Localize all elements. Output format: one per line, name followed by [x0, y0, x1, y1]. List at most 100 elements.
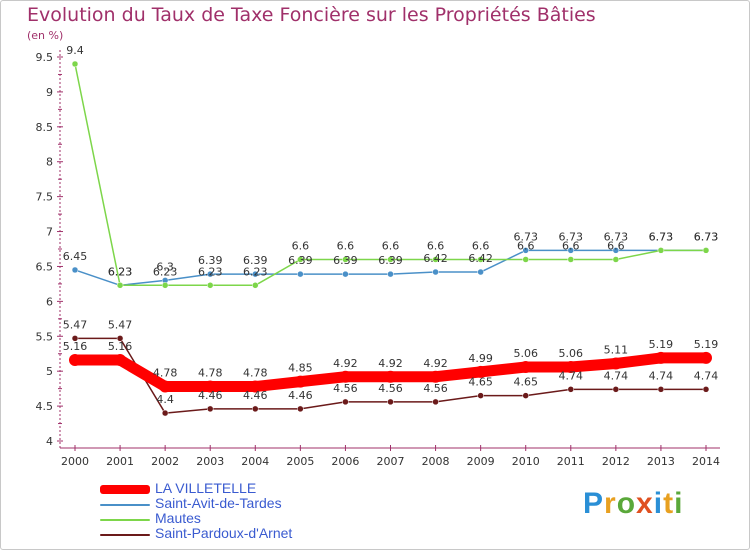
data-point-saint-avit-de-tardes [71, 266, 79, 274]
data-label-la-villetelle: 4.92 [378, 357, 403, 370]
legend-label: LA VILLETELLE [155, 480, 257, 496]
logo-letter: x [636, 487, 654, 520]
data-label-saint-avit-de-tardes: 6.39 [198, 254, 223, 267]
data-label-saint-pardoux-d-arnet: 4.74 [559, 369, 584, 382]
data-point-saint-pardoux-d-arnet [657, 386, 665, 393]
legend-label: Saint-Avit-de-Tardes [155, 495, 282, 511]
data-point-saint-pardoux-d-arnet [387, 398, 394, 406]
data-label-mautes: 9.4 [66, 44, 84, 57]
data-point-mautes [612, 256, 620, 263]
data-label-saint-avit-de-tardes: 6.73 [513, 230, 538, 243]
data-label-mautes: 6.23 [198, 265, 223, 278]
data-label-la-villetelle: 5.19 [649, 338, 674, 351]
data-point-saint-avit-de-tardes [567, 247, 575, 254]
data-point-mautes [252, 282, 259, 289]
data-label-la-villetelle: 5.16 [108, 340, 133, 353]
data-label-mautes: 6.6 [292, 239, 310, 252]
data-point-saint-avit-de-tardes [612, 247, 620, 254]
data-label-mautes: 6.6 [562, 239, 580, 252]
data-point-la-villetelle [204, 380, 217, 393]
data-point-saint-pardoux-d-arnet [477, 392, 484, 399]
data-point-la-villetelle [294, 375, 307, 388]
data-point-la-villetelle [474, 365, 487, 378]
data-label-saint-pardoux-d-arnet: 4.46 [288, 389, 313, 402]
legend-swatch-la-villetelle [100, 485, 150, 494]
data-point-la-villetelle [384, 370, 397, 383]
data-label-saint-pardoux-d-arnet: 4.74 [604, 369, 629, 382]
data-point-mautes [71, 60, 79, 68]
data-point-la-villetelle [519, 360, 532, 373]
data-label-saint-pardoux-d-arnet: 5.47 [108, 318, 133, 331]
data-label-saint-pardoux-d-arnet: 4.56 [423, 382, 448, 395]
data-point-la-villetelle [339, 370, 352, 383]
data-label-mautes: 6.6 [382, 239, 400, 252]
data-point-saint-pardoux-d-arnet [702, 386, 710, 393]
x-tick-label: 2014 [692, 455, 720, 468]
data-point-la-villetelle [609, 357, 622, 370]
data-labels-layer: 6.456.23 6.3 6.39 6.39 6.39 6.39 6.39 6.42 6.426… [63, 44, 719, 406]
data-point-saint-pardoux-d-arnet [522, 392, 529, 399]
data-point-mautes [477, 256, 484, 263]
series-layer [69, 60, 712, 417]
data-point-saint-avit-de-tardes [297, 270, 304, 278]
data-label-saint-avit-de-tardes: 6.73 [559, 230, 584, 243]
x-tick-label: 2008 [422, 455, 450, 468]
data-point-saint-avit-de-tardes [387, 270, 394, 278]
legend-swatch-saint-pardoux-d-arnet [100, 534, 150, 536]
data-label-la-villetelle: 5.06 [559, 347, 584, 360]
data-label-saint-avit-de-tardes: 6.73 [604, 230, 629, 243]
data-point-saint-pardoux-d-arnet [567, 386, 575, 393]
data-label-mautes: 6.73 [694, 230, 719, 243]
x-tick-label: 2012 [602, 455, 630, 468]
y-tick-label: 4 [46, 435, 53, 448]
data-point-mautes [657, 247, 665, 254]
data-point-mautes [161, 282, 169, 289]
axes: 4 4.5 5 5.5 6 6.5 7 7.5 8 8.5 9 9.5 2000 2001 2002 2003… [36, 50, 720, 468]
logo-letter: o [616, 487, 637, 520]
data-label-la-villetelle: 4.78 [243, 367, 268, 380]
data-label-saint-avit-de-tardes: 6.42 [468, 252, 493, 265]
data-point-mautes [432, 256, 439, 263]
data-label-la-villetelle: 4.78 [153, 367, 178, 380]
data-point-saint-pardoux-d-arnet [116, 335, 124, 342]
data-label-la-villetelle: 4.78 [198, 367, 223, 380]
data-label-la-villetelle: 4.92 [423, 357, 448, 370]
proxiti-logo: Proxiti [583, 487, 683, 521]
data-label-mautes: 6.23 [153, 265, 178, 278]
x-tick-label: 2013 [647, 455, 675, 468]
y-axis-unit: (en %) [27, 29, 64, 42]
logo-letter: P [583, 487, 605, 520]
logo-letter: i [653, 487, 664, 520]
x-tick-label: 2009 [467, 455, 495, 468]
data-point-la-villetelle [114, 354, 127, 367]
data-label-la-villetelle: 5.06 [513, 347, 538, 360]
data-point-la-villetelle [429, 370, 442, 383]
data-point-saint-pardoux-d-arnet [342, 398, 349, 406]
logo-letter: r [604, 487, 617, 520]
data-label-mautes: 6.6 [472, 239, 490, 252]
y-tick-label: 8 [46, 156, 53, 169]
data-label-saint-avit-de-tardes: 6.23 [108, 265, 133, 278]
data-label-saint-avit-de-tardes: 6.39 [378, 254, 403, 267]
data-label-la-villetelle: 4.99 [468, 352, 493, 365]
y-tick-label: 7 [46, 226, 53, 239]
data-point-saint-avit-de-tardes [342, 270, 349, 278]
data-point-saint-pardoux-d-arnet [161, 409, 169, 417]
data-point-mautes [342, 256, 349, 263]
data-label-mautes: 6.6 [517, 239, 535, 252]
data-label-saint-avit-de-tardes: 6.39 [333, 254, 358, 267]
data-label-saint-pardoux-d-arnet: 4.74 [649, 369, 674, 382]
data-label-mautes: 6.6 [337, 239, 355, 252]
data-label-saint-avit-de-tardes: 6.45 [63, 250, 88, 263]
data-label-saint-avit-de-tardes: 6.39 [288, 254, 313, 267]
x-tick-label: 2006 [331, 455, 359, 468]
data-label-saint-pardoux-d-arnet: 4.74 [694, 369, 719, 382]
y-tick-label: 6 [46, 295, 53, 308]
data-label-la-villetelle: 5.19 [694, 338, 719, 351]
data-label-saint-avit-de-tardes: 6.42 [423, 252, 448, 265]
data-label-saint-pardoux-d-arnet: 4.4 [156, 393, 174, 406]
data-point-la-villetelle [159, 380, 172, 393]
y-tick-label: 7.5 [36, 191, 54, 204]
data-point-la-villetelle [564, 360, 577, 373]
